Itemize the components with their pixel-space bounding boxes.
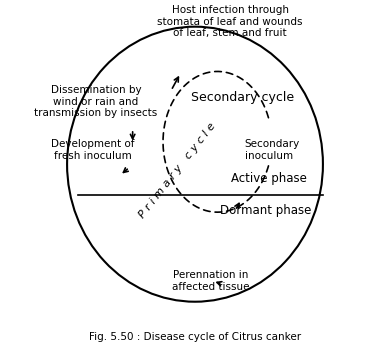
Text: Development of
fresh inoculum: Development of fresh inoculum: [51, 139, 135, 161]
Text: Dissemination by
wind or rain and
transmission by insects: Dissemination by wind or rain and transm…: [34, 85, 158, 118]
Text: Secondary cycle: Secondary cycle: [191, 91, 294, 104]
Text: Fig. 5.50 : Disease cycle of Citrus canker: Fig. 5.50 : Disease cycle of Citrus cank…: [89, 332, 301, 342]
Text: Secondary
inoculum: Secondary inoculum: [245, 139, 300, 161]
Text: Perennation in
affected tissue: Perennation in affected tissue: [172, 270, 250, 292]
Text: Host infection through
stomata of leaf and wounds
of leaf, stem and fruit: Host infection through stomata of leaf a…: [158, 5, 303, 38]
Text: Dormant phase: Dormant phase: [220, 204, 311, 217]
Text: Active phase: Active phase: [230, 172, 307, 185]
Text: P r i m a r y   c y c l e: P r i m a r y c y c l e: [137, 121, 218, 220]
